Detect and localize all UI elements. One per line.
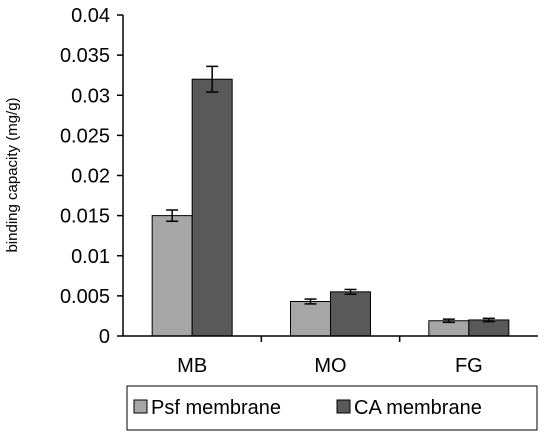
legend-label: CA membrane <box>354 397 482 419</box>
y-tick-label: 0.025 <box>60 125 110 147</box>
y-tick-label: 0.015 <box>60 206 110 228</box>
legend: Psf membrane CA membrane <box>126 385 538 431</box>
y-tick-label: 0.035 <box>60 45 110 67</box>
y-tick-label: 0.02 <box>71 166 110 188</box>
bar <box>330 291 371 337</box>
y-tick-label: 0.04 <box>71 5 110 27</box>
bar <box>290 300 331 337</box>
y-tick-label: 0 <box>99 326 110 348</box>
x-category-label: MO <box>314 355 346 377</box>
legend-swatch <box>336 399 351 414</box>
x-category-label: MB <box>177 355 207 377</box>
bar <box>151 215 193 337</box>
legend-swatch <box>133 399 148 414</box>
bar <box>468 319 510 337</box>
y-tick-label: 0.01 <box>71 246 110 268</box>
bar <box>191 78 233 337</box>
y-axis-title: binding capacity (mg/g) <box>4 97 21 252</box>
x-category-label: FG <box>455 355 483 377</box>
legend-box <box>126 385 538 431</box>
legend-label: Psf membrane <box>151 397 281 419</box>
y-tick-label: 0.005 <box>60 286 110 308</box>
y-tick-label: 0.03 <box>71 85 110 107</box>
